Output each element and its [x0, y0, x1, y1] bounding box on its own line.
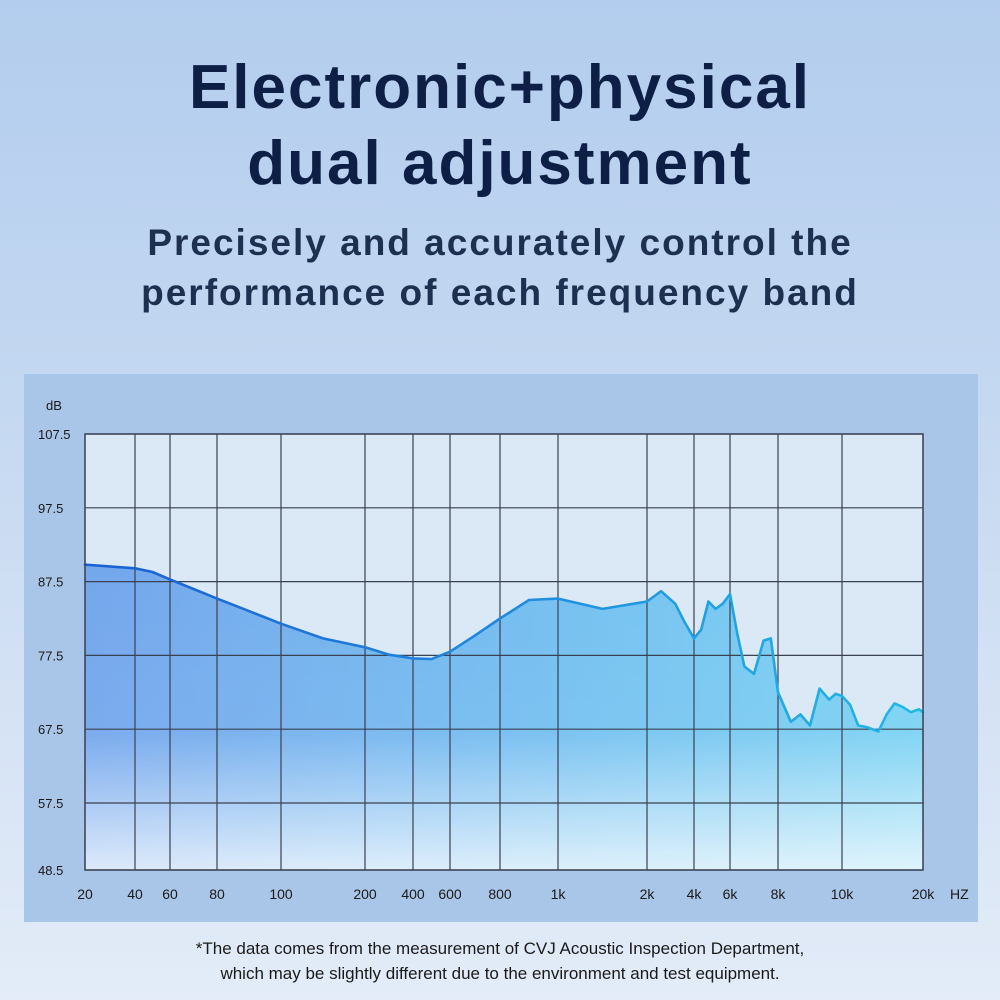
x-tick-label: 400 [401, 886, 425, 902]
y-tick-label: 57.5 [38, 796, 63, 811]
x-tick-label: 1k [551, 886, 567, 902]
response-area-fade [85, 564, 923, 870]
y-tick-label: 48.5 [38, 863, 63, 878]
y-tick-label: 97.5 [38, 501, 63, 516]
chart-panel: 107.5 97.5 87.5 77.5 67.5 57.5 48.5 20 40 60 80 100… [24, 374, 978, 922]
frequency-response-chart: 107.5 97.5 87.5 77.5 67.5 57.5 48.5 20 40 60 80 100… [38, 398, 969, 902]
y-axis-label: dB [46, 398, 62, 413]
x-tick-label: 60 [162, 886, 178, 902]
plot-border [84, 433, 924, 871]
x-tick-label: 2k [640, 886, 656, 902]
x-tick-label: 20k [912, 886, 936, 902]
footnote-line-1: *The data comes from the measurement of … [195, 939, 805, 958]
y-tick-label: 87.5 [38, 575, 63, 590]
response-curve [83, 563, 925, 733]
x-tick-label: 80 [209, 886, 225, 902]
subtitle-line-2: performance of each frequency band [141, 272, 859, 313]
x-tick-label: 4k [687, 886, 703, 902]
x-tick-label: 10k [831, 886, 855, 902]
y-tick-label: 67.5 [38, 722, 63, 737]
subtitle-line-1: Precisely and accurately control the [147, 222, 853, 263]
y-tick-label: 107.5 [38, 427, 71, 442]
x-tick-label: 600 [438, 886, 462, 902]
footnote-line-2: which may be slightly different due to t… [220, 964, 780, 983]
title-line-1: Electronic+physical [188, 53, 812, 122]
x-tick-label: 8k [771, 886, 787, 902]
x-axis-label: HZ [950, 886, 969, 902]
x-tick-label: 200 [353, 886, 377, 902]
y-tick-label: 77.5 [38, 648, 63, 663]
x-tick-label: 800 [488, 886, 512, 902]
x-tick-label: 20 [77, 886, 93, 902]
title-line-2: dual adjustment [247, 129, 753, 198]
x-tick-label: 40 [127, 886, 143, 902]
x-tick-label: 100 [269, 886, 293, 902]
x-tick-label: 6k [723, 886, 739, 902]
